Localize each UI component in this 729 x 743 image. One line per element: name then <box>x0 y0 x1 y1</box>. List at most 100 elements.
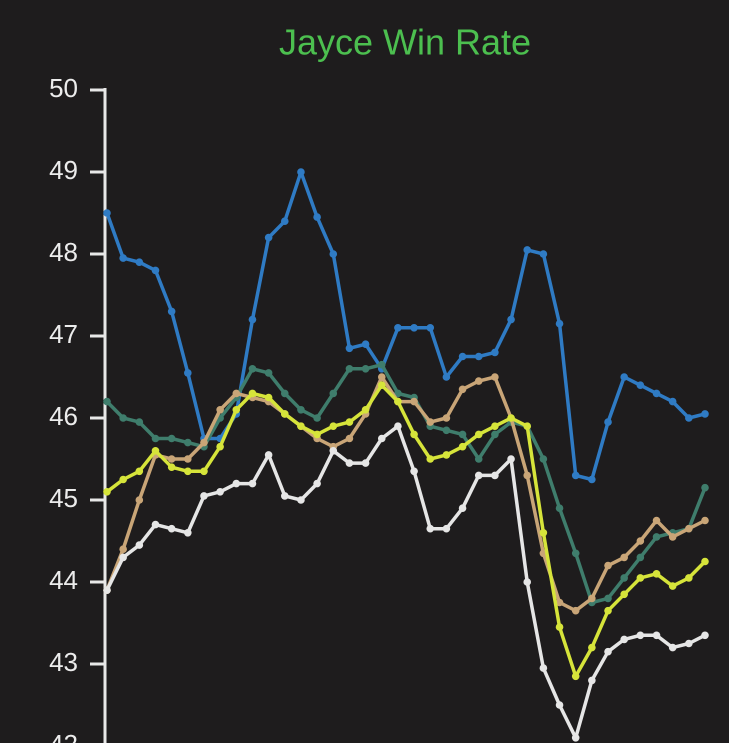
data-point <box>604 647 612 656</box>
data-point <box>119 553 127 562</box>
data-point <box>604 418 612 426</box>
data-point <box>264 233 273 242</box>
data-point <box>636 381 645 390</box>
data-point <box>668 643 677 652</box>
data-point <box>361 406 370 414</box>
data-point <box>620 590 628 599</box>
data-point <box>571 549 580 558</box>
data-point <box>620 553 628 562</box>
data-point <box>248 479 257 488</box>
data-point <box>491 430 499 439</box>
data-point <box>620 574 628 582</box>
data-point <box>135 496 144 504</box>
y-tick-label: 46 <box>49 401 78 431</box>
data-point <box>442 451 451 459</box>
data-point <box>297 406 305 414</box>
data-point <box>184 455 192 463</box>
data-point <box>410 467 418 476</box>
data-point <box>329 389 338 398</box>
data-point <box>103 209 111 217</box>
data-point <box>394 324 402 332</box>
data-point <box>685 574 693 582</box>
data-point <box>216 488 224 496</box>
data-point <box>491 422 499 431</box>
data-point <box>345 459 354 467</box>
data-point <box>588 643 596 652</box>
data-point <box>555 701 564 709</box>
data-point <box>394 422 402 431</box>
data-point <box>167 463 176 472</box>
data-point <box>652 516 661 525</box>
data-point <box>313 213 321 221</box>
data-point <box>151 520 160 529</box>
data-point <box>668 582 677 590</box>
data-point <box>264 369 273 377</box>
data-point <box>280 410 289 418</box>
data-point <box>394 397 402 406</box>
data-point <box>184 438 192 447</box>
data-point <box>361 365 370 373</box>
data-point <box>442 426 451 435</box>
data-point <box>119 414 127 422</box>
data-point <box>345 344 354 353</box>
data-point <box>701 631 709 640</box>
data-point <box>232 389 241 398</box>
data-point <box>652 570 661 578</box>
data-point <box>571 734 580 742</box>
data-point <box>668 397 677 406</box>
data-point <box>588 676 596 685</box>
data-point <box>507 414 515 422</box>
data-point <box>426 418 435 426</box>
data-point <box>426 324 435 332</box>
data-point <box>216 442 224 451</box>
data-point <box>167 307 176 316</box>
data-point <box>426 524 435 533</box>
data-point <box>458 430 467 439</box>
data-point <box>200 492 208 500</box>
data-point <box>297 168 305 176</box>
data-point <box>184 467 192 476</box>
data-point <box>119 475 127 484</box>
data-point <box>119 545 127 553</box>
data-point <box>394 389 402 398</box>
data-point <box>151 447 160 455</box>
data-point <box>539 664 548 672</box>
data-point <box>636 631 645 640</box>
data-point <box>571 606 580 615</box>
data-point <box>555 504 564 512</box>
data-point <box>458 352 467 361</box>
data-point <box>620 635 628 644</box>
data-point <box>280 492 289 500</box>
data-point <box>701 516 709 525</box>
data-point <box>103 586 111 594</box>
data-point <box>410 324 418 332</box>
data-point <box>232 406 241 414</box>
data-point <box>151 434 160 443</box>
data-point <box>135 418 144 426</box>
data-point <box>410 397 418 406</box>
data-point <box>200 467 208 476</box>
data-point <box>474 455 483 463</box>
data-point <box>297 422 305 431</box>
data-point <box>248 315 257 324</box>
data-point <box>539 250 548 258</box>
data-point <box>474 471 483 480</box>
data-point <box>685 414 693 422</box>
data-point <box>474 377 483 385</box>
data-point <box>636 574 645 582</box>
data-point <box>491 348 499 357</box>
data-point <box>167 524 176 533</box>
data-point <box>264 451 273 459</box>
y-tick-label: 47 <box>49 319 78 349</box>
data-point <box>620 373 628 381</box>
data-point <box>571 672 580 681</box>
data-point <box>491 471 499 480</box>
data-point <box>636 537 645 545</box>
data-point <box>652 533 661 541</box>
data-point <box>604 561 612 570</box>
data-point <box>329 250 338 258</box>
data-point <box>523 422 532 431</box>
data-point <box>345 434 354 443</box>
data-point <box>135 541 144 549</box>
